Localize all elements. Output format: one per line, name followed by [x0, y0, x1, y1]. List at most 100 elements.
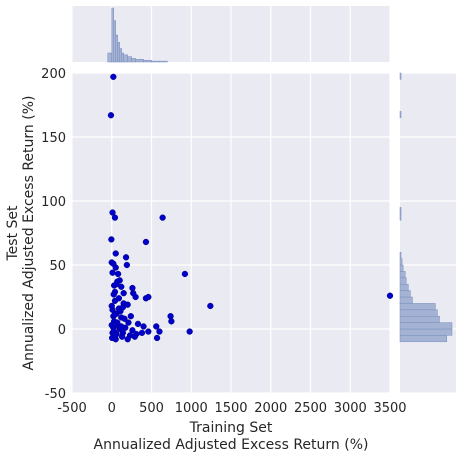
- scatter-point: [114, 319, 121, 326]
- scatter-point: [120, 290, 127, 297]
- scatter-point: [124, 336, 131, 343]
- scatter-point: [114, 270, 122, 278]
- y-histogram-bar: [399, 309, 438, 317]
- x-histogram-bar: [151, 60, 160, 63]
- scatter-point: [207, 302, 214, 310]
- y-axis-label-line2: Annualized Adjusted Excess Return (%): [21, 96, 37, 371]
- top-marginal: [71, 6, 391, 63]
- scatter-point: [168, 318, 175, 325]
- scatter-point: [115, 295, 123, 302]
- y-histogram-bar: [399, 271, 406, 279]
- x-histogram-bar: [135, 59, 144, 63]
- x-axis-label-line1: Training Set: [189, 420, 273, 436]
- x-histogram-bar: [107, 52, 113, 63]
- scatter-point: [181, 270, 189, 278]
- scatter-point: [138, 329, 146, 336]
- scatter-point: [132, 293, 139, 301]
- x-tick-label: 3000: [334, 401, 367, 416]
- y-histogram-bar: [399, 258, 403, 266]
- scatter-point: [108, 302, 115, 310]
- x-histogram-bar: [121, 52, 124, 63]
- scatter-point: [129, 284, 136, 292]
- scatter-point: [110, 73, 117, 80]
- y-histogram-bar: [399, 72, 402, 80]
- scatter-point: [121, 315, 128, 322]
- x-histogram-bar: [111, 7, 114, 63]
- right-marginal: [399, 72, 456, 394]
- x-histogram-bar: [113, 20, 116, 63]
- x-axis-label-line2: Annualized Adjusted Excess Return (%): [94, 437, 369, 453]
- scatter-point: [109, 269, 116, 276]
- scatter-point: [386, 292, 394, 299]
- scatter-point: [111, 311, 118, 319]
- scatter-point: [127, 313, 134, 320]
- scatter-point: [125, 319, 132, 326]
- x-histogram-bar: [117, 41, 120, 63]
- scatter-point: [119, 304, 127, 311]
- x-histogram-bar: [131, 58, 136, 63]
- y-histogram-bar: [399, 207, 402, 215]
- x-histogram-bar: [143, 59, 152, 63]
- scatter-points: [107, 73, 394, 343]
- scatter-point: [107, 112, 115, 119]
- y-histogram-bar: [399, 251, 402, 259]
- scatter-point: [153, 323, 160, 330]
- y-histogram-bar: [399, 277, 407, 285]
- x-tick-labels: -500 0 500 1000 1500 2000 2500 3000 3500: [57, 401, 406, 416]
- y-histogram-bar: [399, 315, 440, 323]
- scatter-point: [118, 283, 125, 290]
- scatter-point: [129, 327, 136, 334]
- y-tick-label: 50: [49, 259, 66, 274]
- scatter-point: [186, 328, 193, 335]
- x-tick-label: 500: [139, 401, 164, 416]
- x-tick-label: 2500: [294, 401, 327, 416]
- main-grid: [71, 72, 391, 394]
- y-histogram-bar: [399, 213, 402, 221]
- y-histogram-bar: [399, 335, 448, 343]
- y-tick-label: 100: [41, 195, 66, 210]
- y-histogram-bar: [399, 322, 453, 330]
- scatter-point: [110, 291, 117, 298]
- scatter-point: [118, 323, 125, 330]
- main-plot: -500 0 500 1000 1500 2000 2500 3000 3500 -500501…: [41, 67, 406, 416]
- scatter-point: [156, 328, 163, 335]
- y-axis-label-line1: Test Set: [5, 205, 21, 262]
- scatter-point: [142, 238, 150, 246]
- scatter-point: [124, 301, 131, 308]
- y-tick-label: -50: [45, 387, 66, 402]
- scatter-point: [108, 322, 115, 329]
- y-tick-labels: -50 0 50 100 150 200: [41, 67, 66, 402]
- scatter-point: [131, 333, 138, 340]
- scatter-point: [109, 209, 116, 216]
- x-histogram-bar: [119, 48, 122, 63]
- x-histogram-bar: [115, 34, 118, 63]
- scatter-point: [145, 328, 152, 335]
- y-histogram-bar: [399, 328, 453, 336]
- scatter-point: [112, 250, 119, 257]
- right-marginal-background: [400, 73, 456, 393]
- scatter-point: [159, 214, 166, 221]
- scatter-point: [123, 261, 131, 269]
- x-tick-label: 1500: [214, 401, 247, 416]
- x-histogram-bar: [127, 56, 132, 63]
- x-tick-label: 1000: [175, 401, 208, 416]
- y-tick-label: 0: [58, 323, 66, 338]
- x-tick-label: 2000: [254, 401, 287, 416]
- y-histogram-bar: [399, 296, 413, 304]
- x-histogram-bar: [123, 54, 128, 63]
- scatter-point: [118, 333, 126, 340]
- y-tick-label: 150: [41, 131, 66, 146]
- x-histogram-bar: [159, 60, 168, 63]
- scatter-point: [113, 281, 120, 288]
- y-histogram-bar: [399, 283, 409, 291]
- x-tick-label: 0: [108, 401, 116, 416]
- y-tick-label: 200: [41, 67, 66, 82]
- scatter-point: [134, 320, 142, 328]
- x-tick-label: -500: [57, 401, 87, 416]
- scatter-point: [153, 334, 161, 342]
- y-histogram-bar: [399, 111, 402, 119]
- scatter-point: [112, 264, 119, 271]
- y-histogram-bar: [399, 290, 411, 298]
- scatter-point: [112, 332, 119, 339]
